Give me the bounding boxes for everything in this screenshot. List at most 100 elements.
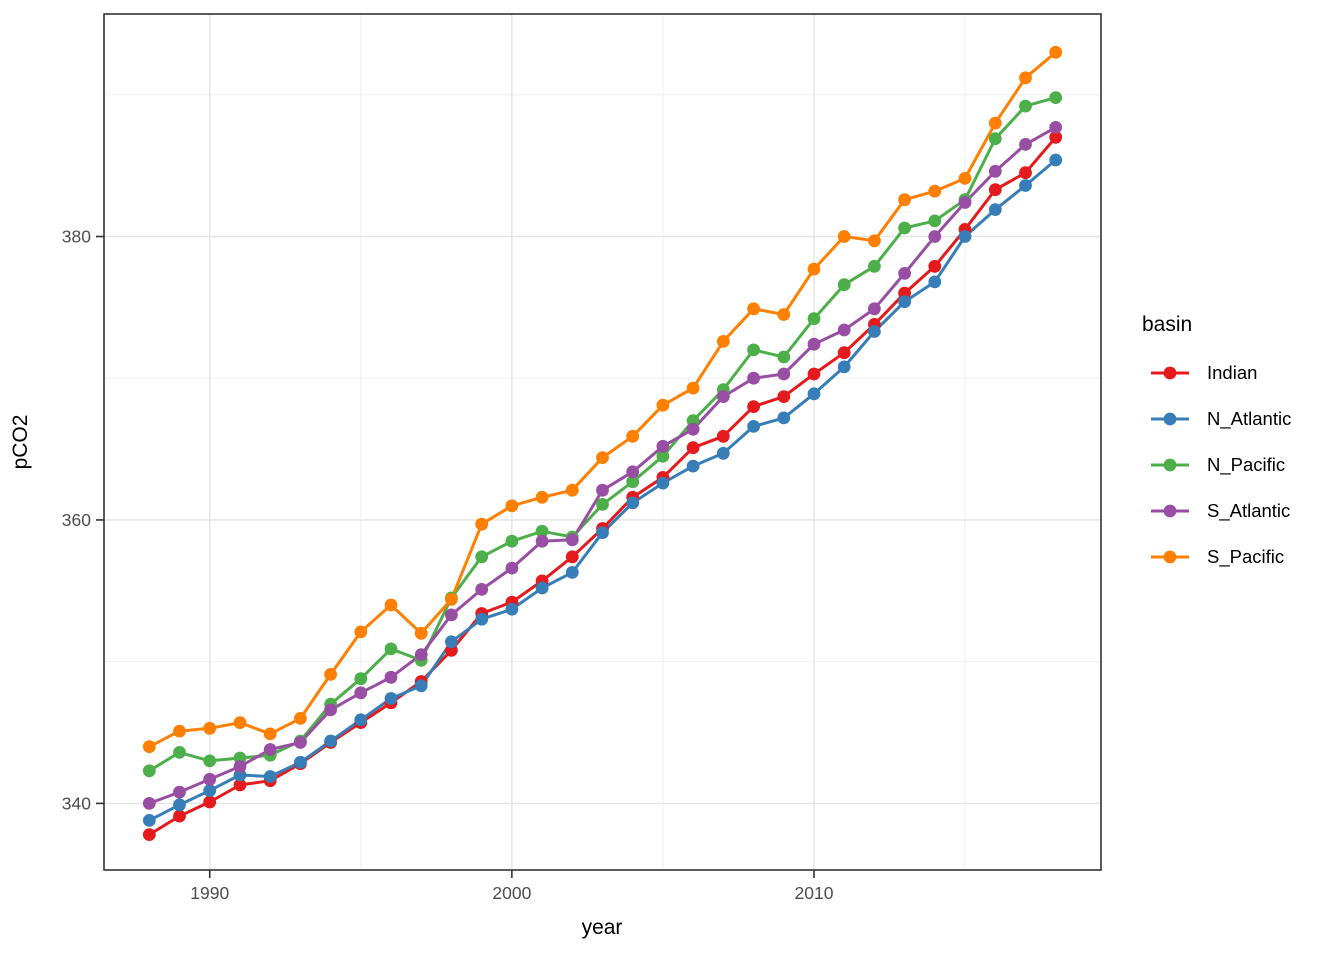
grid-layer (104, 14, 1101, 870)
legend-title: basin (1142, 313, 1192, 336)
legend-label-S_Pacific: S_Pacific (1207, 546, 1284, 568)
panel-border (103, 13, 1102, 871)
data-point-N_Atlantic-2016 (988, 203, 1002, 217)
data-point-Indian-1990 (203, 795, 217, 809)
data-point-N_Atlantic-1994 (324, 734, 337, 748)
data-point-S_Pacific-2005 (656, 398, 670, 412)
data-point-N_Atlantic-2005 (656, 476, 670, 490)
data-point-Indian-2002 (565, 550, 579, 564)
data-point-S_Pacific-2003 (596, 451, 609, 464)
data-point-S_Pacific-2011 (837, 230, 851, 243)
data-point-S_Atlantic-2012 (868, 302, 881, 316)
data-point-S_Pacific-1997 (414, 626, 428, 640)
data-point-S_Atlantic-2003 (596, 483, 609, 497)
data-point-N_Atlantic-1998 (445, 635, 458, 649)
data-point-Indian-2011 (837, 346, 851, 360)
data-point-N_Pacific-2010 (807, 312, 821, 326)
data-point-S_Pacific-1993 (294, 712, 307, 725)
data-point-S_Atlantic-2015 (958, 196, 972, 209)
data-point-N_Atlantic-2002 (565, 566, 579, 579)
data-point-N_Pacific-1988 (142, 764, 156, 778)
y-tick-label-380: 380 (62, 227, 91, 247)
data-point-N_Pacific-2016 (988, 132, 1002, 146)
data-point-N_Atlantic-2017 (1019, 179, 1032, 192)
data-point-Indian-1988 (142, 828, 156, 841)
legend-label-N_Atlantic: N_Atlantic (1207, 408, 1291, 430)
data-point-S_Atlantic-1994 (324, 703, 337, 717)
y-tick-label-340: 340 (62, 793, 91, 813)
x-tick-label-2010: 2010 (795, 883, 834, 903)
data-point-S_Pacific-2009 (777, 308, 791, 321)
data-point-N_Pacific-1989 (173, 746, 186, 759)
data-point-Indian-2014 (928, 259, 942, 273)
data-point-S_Pacific-1999 (475, 517, 489, 531)
data-point-S_Pacific-2015 (958, 172, 972, 185)
data-point-S_Pacific-1991 (233, 716, 247, 729)
legend-label-S_Atlantic: S_Atlantic (1207, 500, 1290, 522)
x-axis-title: year (582, 916, 623, 939)
data-point-N_Pacific-2003 (596, 498, 609, 511)
data-point-N_Atlantic-2010 (807, 387, 821, 401)
data-point-S_Atlantic-2017 (1019, 138, 1032, 151)
data-point-N_Atlantic-1996 (384, 692, 398, 705)
legend-item-N_Pacific: N_Pacific (1151, 454, 1285, 476)
data-point-S_Pacific-2016 (988, 116, 1002, 130)
data-point-S_Pacific-1996 (384, 598, 398, 612)
data-point-N_Pacific-2018 (1049, 91, 1063, 104)
data-point-N_Pacific-2014 (928, 214, 942, 228)
data-point-S_Pacific-2004 (626, 429, 640, 443)
data-point-N_Pacific-1999 (475, 550, 489, 564)
data-point-N_Atlantic-1999 (475, 612, 489, 626)
y-axis-title: pCO2 (9, 415, 32, 470)
data-point-S_Atlantic-1997 (414, 648, 428, 661)
data-point-N_Atlantic-2018 (1049, 153, 1063, 167)
legend-key-point-S_Pacific (1163, 550, 1177, 564)
data-point-S_Atlantic-2016 (988, 164, 1002, 178)
data-point-S_Pacific-2008 (747, 302, 760, 316)
data-point-N_Atlantic-2006 (686, 459, 700, 473)
data-point-N_Pacific-2001 (535, 524, 549, 538)
data-point-Indian-1989 (173, 809, 186, 823)
data-point-N_Atlantic-2013 (898, 295, 911, 309)
data-point-N_Atlantic-2015 (958, 230, 972, 243)
y-tick-label-360: 360 (62, 510, 91, 530)
data-point-N_Pacific-2000 (505, 534, 519, 548)
data-point-S_Pacific-1998 (445, 592, 458, 606)
data-point-Indian-2018 (1049, 130, 1063, 144)
legend-item-Indian: Indian (1151, 362, 1257, 383)
axis-layer: 1990 2000 2010 340 360 380 (62, 227, 834, 903)
data-point-S_Pacific-1989 (173, 724, 186, 738)
legend-key-point-N_Atlantic (1163, 412, 1177, 426)
x-tick-label-2000: 2000 (492, 883, 531, 903)
data-point-Indian-2006 (686, 441, 700, 455)
data-point-S_Atlantic-1993 (294, 736, 307, 749)
data-point-S_Atlantic-2006 (686, 422, 700, 436)
data-point-S_Atlantic-2000 (505, 561, 519, 575)
data-point-S_Pacific-1994 (324, 668, 337, 681)
data-point-S_Atlantic-2004 (626, 465, 640, 479)
data-point-N_Pacific-2017 (1019, 99, 1032, 113)
data-point-S_Atlantic-1996 (384, 670, 398, 684)
data-point-N_Atlantic-1995 (354, 713, 368, 727)
data-point-Indian-2008 (747, 400, 760, 413)
data-point-S_Pacific-2006 (686, 381, 700, 395)
data-point-S_Pacific-2014 (928, 184, 942, 198)
data-point-N_Atlantic-1997 (414, 679, 428, 693)
data-point-N_Atlantic-2012 (868, 325, 881, 338)
data-point-S_Atlantic-2009 (777, 367, 791, 381)
data-point-N_Pacific-1996 (384, 642, 398, 656)
legend-item-N_Atlantic: N_Atlantic (1151, 408, 1291, 430)
data-point-N_Atlantic-1993 (294, 755, 307, 769)
legend-item-S_Pacific: S_Pacific (1151, 546, 1284, 568)
data-point-N_Pacific-2008 (747, 343, 760, 357)
data-point-S_Atlantic-2010 (807, 337, 821, 351)
data-point-Indian-2007 (716, 429, 730, 443)
data-point-N_Atlantic-1990 (203, 784, 217, 797)
panel-border-layer (103, 13, 1102, 871)
data-point-S_Pacific-2013 (898, 193, 911, 207)
data-point-S_Pacific-1990 (203, 721, 217, 735)
data-point-S_Pacific-2012 (868, 234, 881, 248)
data-point-N_Pacific-1990 (203, 754, 217, 768)
data-point-S_Atlantic-2007 (716, 390, 730, 403)
legend-item-S_Atlantic: S_Atlantic (1151, 500, 1290, 522)
